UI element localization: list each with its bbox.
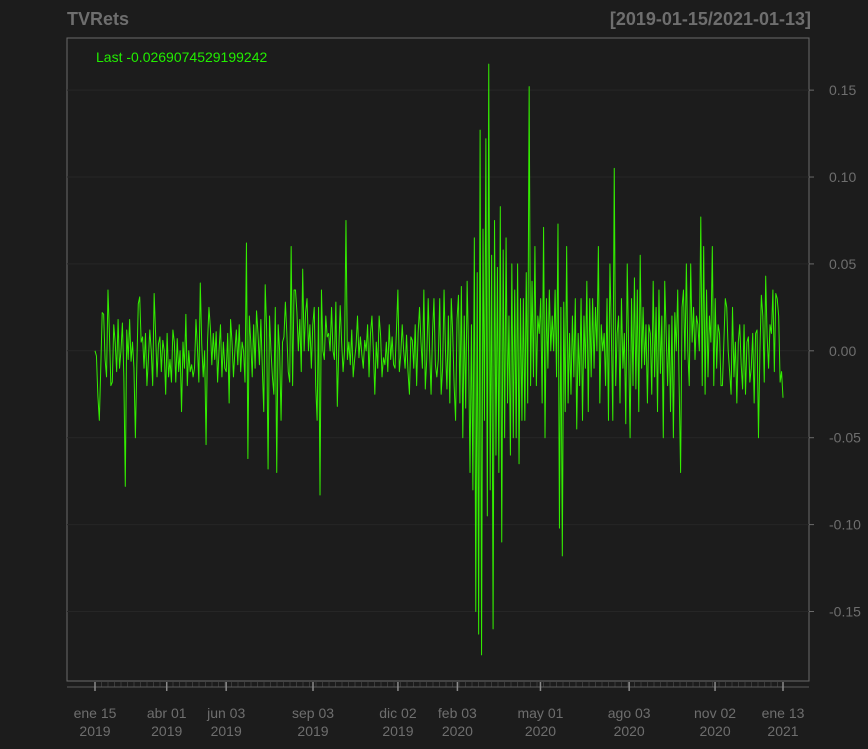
x-tick-label: may 01 <box>517 705 563 721</box>
x-tick-label-year: 2019 <box>211 723 242 739</box>
x-tick-label: jun 03 <box>206 705 245 721</box>
x-tick-label: dic 02 <box>379 705 417 721</box>
series-layer <box>94 63 784 656</box>
x-tick-label-year: 2019 <box>297 723 328 739</box>
date-range-label: [2019-01-15/2021-01-13] <box>609 9 811 29</box>
x-tick-label-year: 2020 <box>442 723 473 739</box>
y-tick-label: 0.10 <box>829 169 856 185</box>
x-tick-label: ago 03 <box>608 705 651 721</box>
x-tick-label-year: 2019 <box>151 723 182 739</box>
x-tick-label-year: 2020 <box>525 723 556 739</box>
x-tick-label-year: 2020 <box>614 723 645 739</box>
x-tick-label: sep 03 <box>292 705 334 721</box>
last-value-legend: Last -0.0269074529199242 <box>96 49 268 65</box>
y-tick-label: 0.05 <box>829 256 856 272</box>
x-axis: ene 15 2019 abr 01 2019 jun 03 2019 sep 03 2019… <box>67 682 809 739</box>
y-tick-label: -0.10 <box>829 517 861 533</box>
x-tick-label: abr 01 <box>147 705 187 721</box>
series-line <box>94 63 784 656</box>
x-tick-label-year: 2020 <box>699 723 730 739</box>
y-tick-label: -0.15 <box>829 603 861 619</box>
x-tick-label: feb 03 <box>438 705 477 721</box>
x-tick-label: nov 02 <box>694 705 736 721</box>
x-tick-label: ene 15 <box>74 705 117 721</box>
x-tick-label-year: 2021 <box>767 723 798 739</box>
chart-title: TVRets <box>67 9 130 29</box>
y-tick-label: 0.00 <box>829 343 856 359</box>
y-tick-label: 0.15 <box>829 82 856 98</box>
x-tick-label-year: 2019 <box>382 723 413 739</box>
x-tick-label-year: 2019 <box>79 723 110 739</box>
plot-frame <box>66 37 810 682</box>
y-axis: 0.15 0.10 0.05 0.00 -0.05 -0.10 -0.15 <box>809 82 861 619</box>
y-tick-label: -0.05 <box>829 430 861 446</box>
x-tick-label: ene 13 <box>762 705 805 721</box>
